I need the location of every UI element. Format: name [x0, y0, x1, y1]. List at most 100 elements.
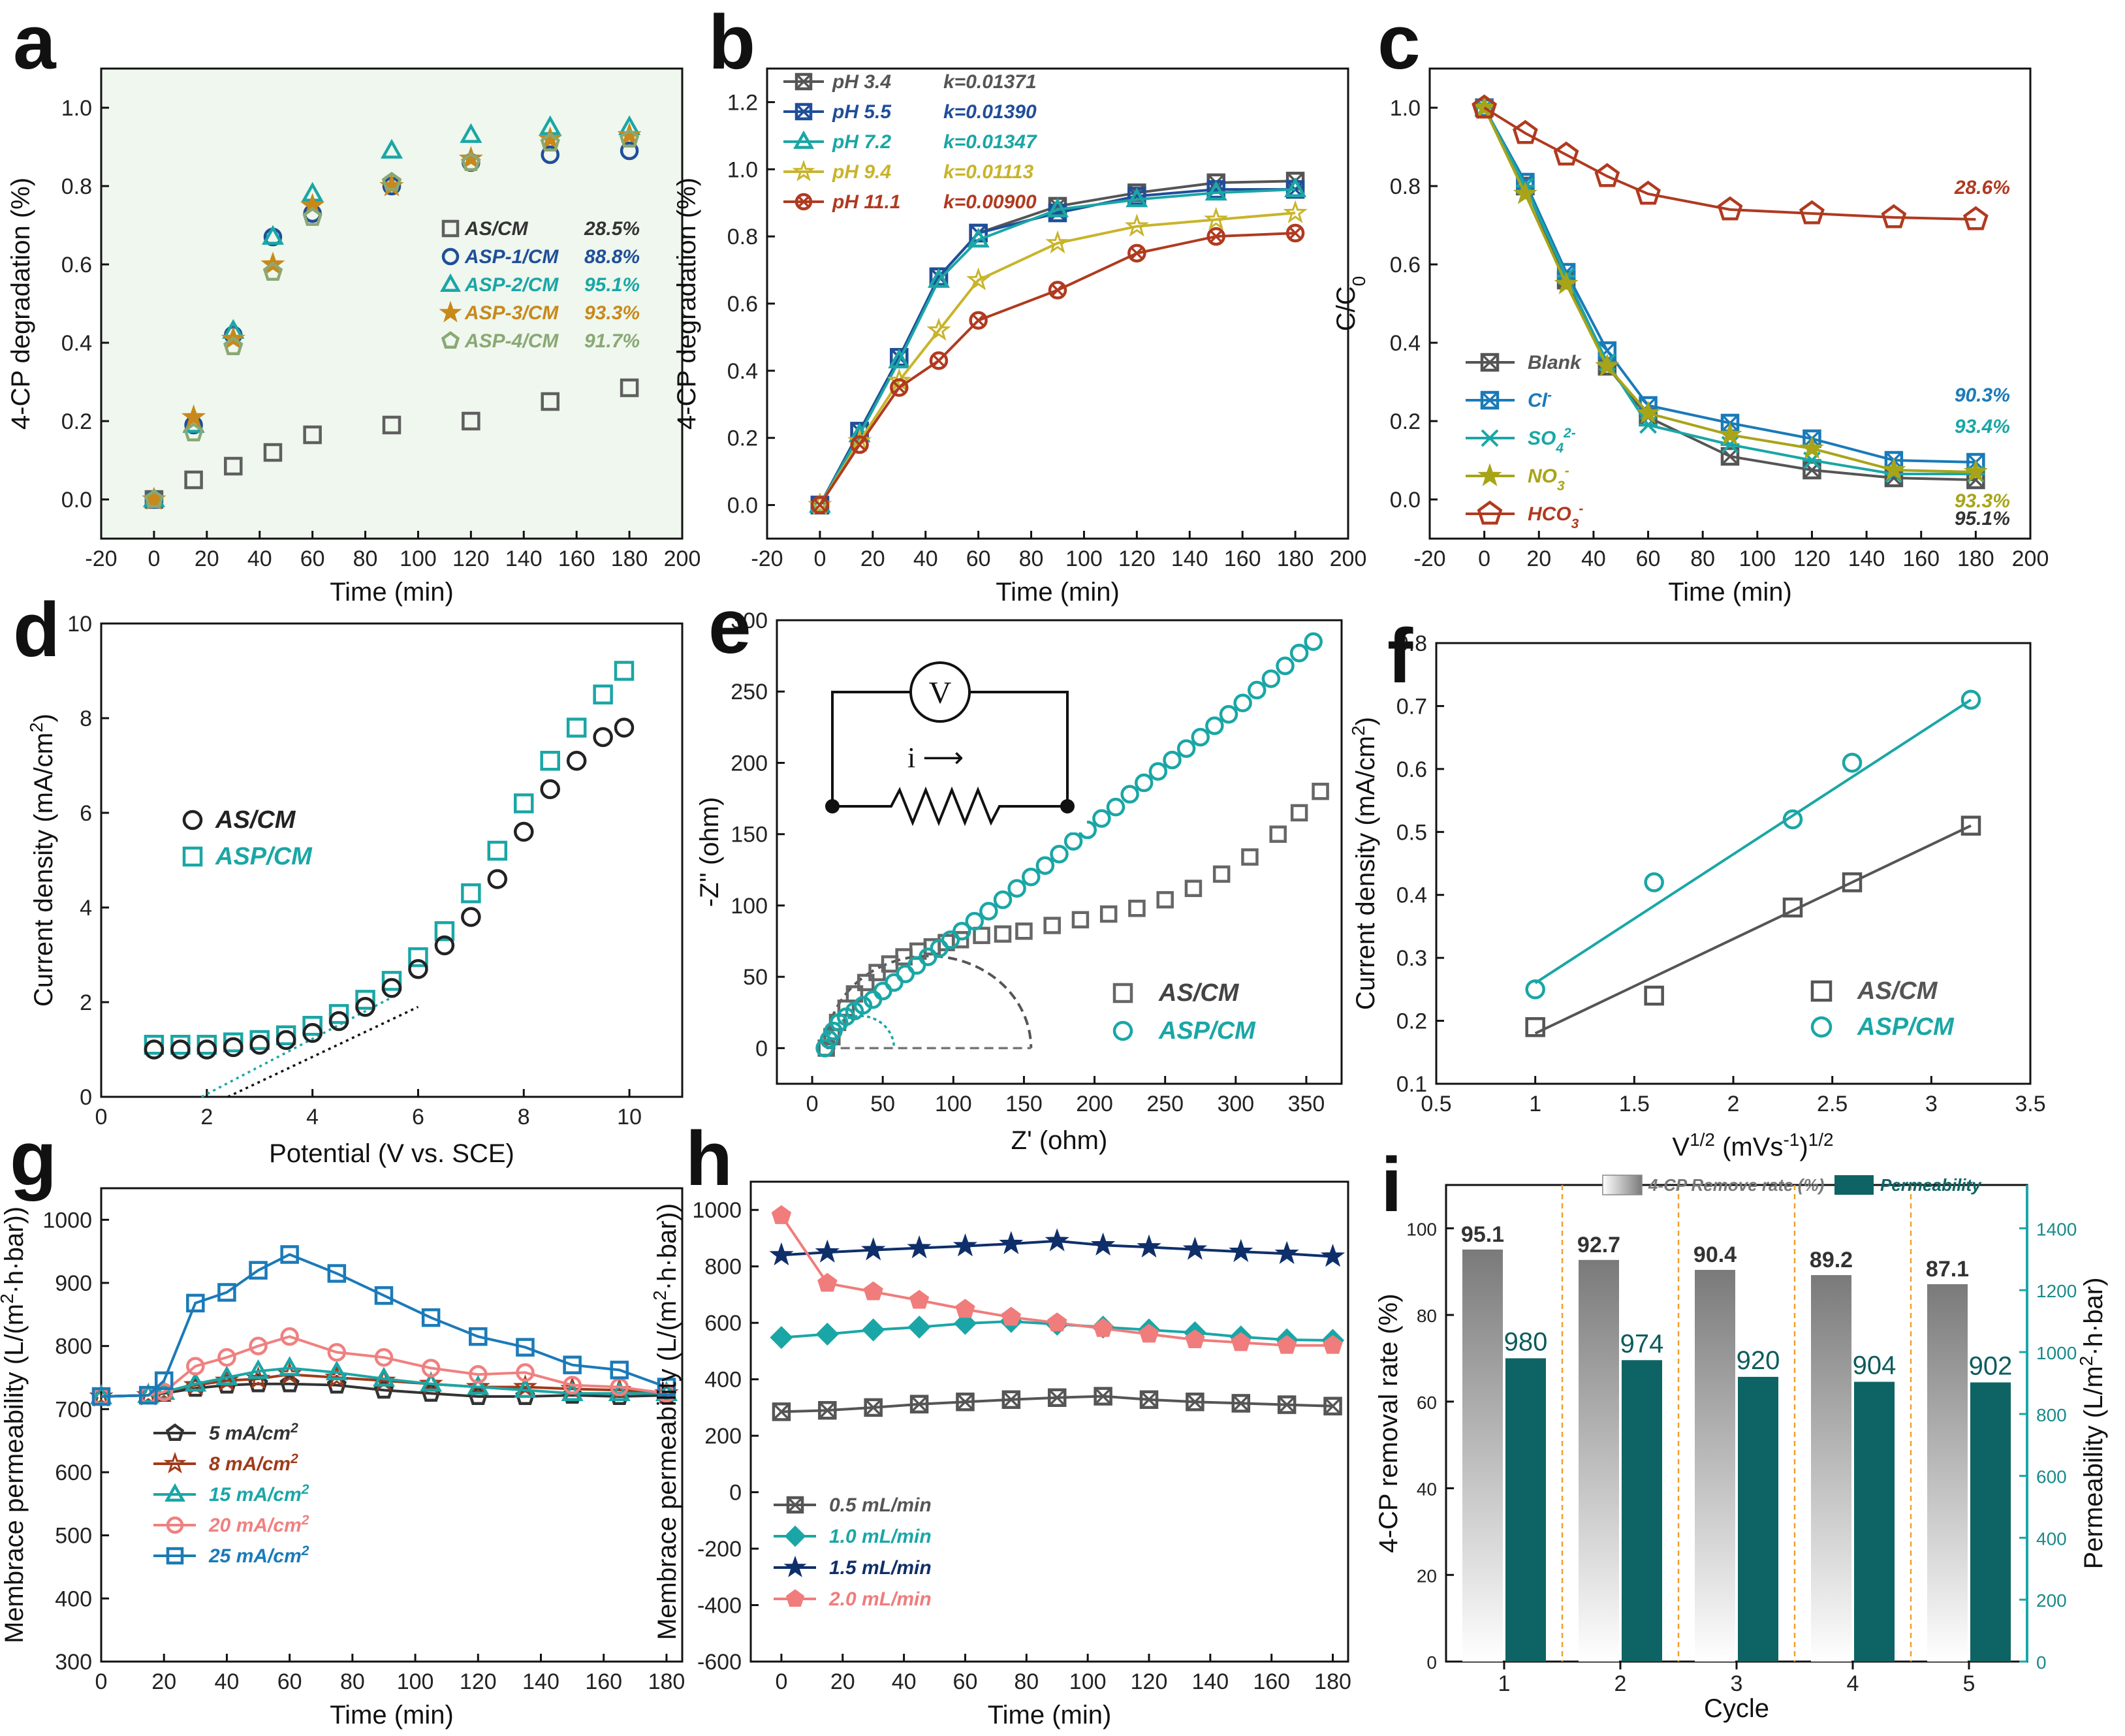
y-tick-label: 400 — [704, 1368, 742, 1393]
y-axis-title-part: Current density (mA/cm — [29, 733, 58, 1007]
data-point — [153, 1380, 176, 1400]
y-tick-label: 600 — [704, 1311, 742, 1336]
legend-marker-cross — [1481, 391, 1499, 409]
data-point — [1124, 213, 1149, 237]
y-axis-title: Current density (mA/cm2) — [1348, 717, 1381, 1010]
bar-permeability — [1970, 1382, 2011, 1662]
data-point-cross — [956, 1393, 974, 1411]
plot-frame — [776, 619, 1343, 1085]
data-point — [223, 1037, 244, 1058]
x-tick-label: 60 — [953, 1669, 978, 1694]
y-tick-label: 1000 — [42, 1208, 92, 1233]
data-point — [1231, 1332, 1251, 1351]
y-axis-title-right-part: 2 — [2076, 1356, 2096, 1366]
data-point — [460, 123, 482, 143]
x-axis-title-part: Cycle — [1704, 1694, 1769, 1723]
y-tick-label: 0.4 — [1396, 883, 1427, 908]
data-point — [818, 1400, 837, 1420]
panel-letter: d — [13, 587, 60, 673]
data-point — [1525, 1017, 1545, 1037]
x-axis-title: Time (min) — [330, 1701, 454, 1729]
y-tick-label: 0.2 — [1396, 1009, 1427, 1034]
data-point-cross — [932, 354, 945, 368]
series-line — [101, 1335, 667, 1398]
legend-label-part: 5 mA/cm — [209, 1423, 291, 1444]
data-point — [302, 1022, 323, 1043]
annotation: 93.3% — [1955, 490, 2010, 512]
y-axis-title-part: 2 — [1348, 725, 1368, 736]
panel-i: 95.1 980 1 92.7 974 2 90.4 920 3 89.2 904 4 87.1 902 5… — [1374, 1142, 2108, 1723]
x-tick-label: 140 — [1848, 546, 1885, 571]
y-tick-label: 0.1 — [1396, 1072, 1427, 1097]
data-point — [769, 1242, 794, 1266]
data-point — [953, 1312, 977, 1335]
panel-letter: f — [1387, 613, 1413, 699]
y-tick-label: -600 — [697, 1650, 742, 1675]
y-axis-title-part: 2 — [26, 722, 46, 733]
legend-label-part: Cl — [1528, 390, 1548, 411]
y-axis-title-part: Membrace permeability (L/(m — [653, 1301, 682, 1640]
x-tick-label: 140 — [1191, 1669, 1229, 1694]
legend-label: pH 5.5 — [832, 101, 892, 123]
data-point — [657, 1378, 676, 1397]
x-tick-label: 50 — [870, 1092, 895, 1116]
y-axis-title-part: 4-CP degradation (%) — [672, 178, 701, 430]
bar-label-permeability: 980 — [1504, 1327, 1548, 1356]
y-axis-title-part: Membrace permeability (L/(m — [0, 1304, 29, 1643]
data-point — [1277, 1395, 1297, 1414]
data-point — [999, 1231, 1024, 1255]
legend-label-part: 2 — [301, 1513, 309, 1528]
legend-label-part: - — [1579, 501, 1583, 516]
tangent-line — [227, 1005, 419, 1098]
bar-permeability — [1738, 1376, 1778, 1662]
y-tick-label: 0.2 — [61, 409, 92, 434]
y-tick-label: 0.4 — [727, 359, 758, 384]
data-point — [154, 1371, 174, 1391]
y-tick-label: 0.5 — [1396, 820, 1427, 845]
data-point — [1139, 1390, 1159, 1410]
x-tick-label: 2 — [1727, 1092, 1740, 1116]
data-point — [487, 840, 508, 861]
legend-label: ASP-1/CM — [464, 246, 559, 268]
data-point — [469, 1327, 488, 1346]
data-point-cross — [1140, 1391, 1158, 1409]
data-point — [1233, 693, 1252, 712]
legend-marker — [1480, 429, 1500, 447]
x-tick-label: 80 — [1019, 546, 1044, 571]
data-point — [965, 911, 984, 931]
y-axis-title-part: 4-CP degradation (%) — [7, 178, 35, 430]
y-axis-title-right-part: Permeability (L/m — [2079, 1366, 2108, 1569]
legend-marker — [163, 1451, 187, 1474]
y-tick-label: 400 — [55, 1586, 92, 1611]
x-tick-label: 2 — [1614, 1671, 1627, 1696]
x-axis-title: Time (min) — [988, 1701, 1112, 1729]
data-point-cross — [864, 1398, 882, 1417]
data-point — [249, 1035, 270, 1055]
x-tick-label: 2.5 — [1817, 1092, 1848, 1116]
data-point — [817, 1272, 838, 1292]
data-point — [1047, 1388, 1067, 1407]
data-point — [772, 1402, 791, 1421]
data-point — [1128, 900, 1146, 917]
data-point-cross — [971, 313, 985, 327]
data-point — [1595, 353, 1620, 377]
x-tick-label: -20 — [1413, 546, 1445, 571]
data-point — [1185, 1329, 1205, 1349]
data-point — [223, 336, 244, 355]
y-tick-label: 0 — [729, 1481, 742, 1506]
x-axis-title-part: Time (min) — [1668, 578, 1792, 607]
data-point — [1094, 1387, 1112, 1406]
legend-label: AS/CM — [464, 218, 529, 240]
series-line — [101, 1366, 667, 1398]
data-point — [469, 1365, 488, 1384]
data-point — [1035, 856, 1055, 876]
data-point — [1717, 196, 1743, 221]
y-tick-label: 0.6 — [1390, 253, 1421, 277]
data-point — [863, 1281, 883, 1301]
data-point — [1639, 416, 1658, 434]
data-point — [1007, 879, 1026, 898]
data-point — [461, 883, 481, 904]
legend-label: 5 mA/cm2 — [209, 1421, 298, 1445]
series-line — [1483, 106, 1976, 221]
legend-label-part: HCO — [1528, 503, 1571, 525]
